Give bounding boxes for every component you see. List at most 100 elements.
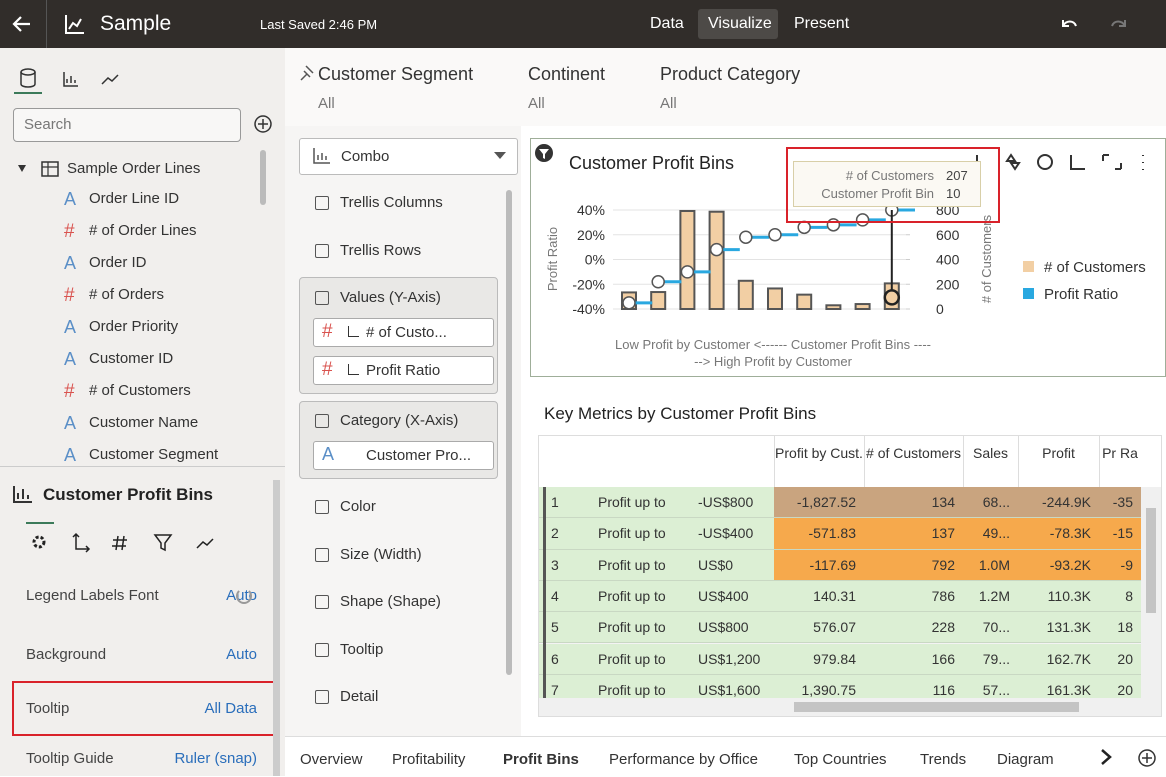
- header-tab[interactable]: Present: [794, 15, 850, 32]
- cell-highlight: [774, 487, 1161, 518]
- tree-root[interactable]: Sample Order Lines: [67, 160, 201, 177]
- y2-tick-label: 400: [936, 252, 960, 268]
- item-icon: [315, 244, 329, 258]
- filter-name[interactable]: Customer Segment: [318, 64, 474, 84]
- column-header[interactable]: Pr Ra: [1102, 445, 1138, 461]
- table-cell: 68...: [982, 494, 1010, 510]
- field-pill[interactable]: [313, 356, 494, 385]
- props-scrollbar[interactable]: [273, 480, 280, 776]
- table-cell: -93.2K: [1049, 556, 1091, 573]
- tree-item[interactable]: Customer ID: [89, 350, 174, 367]
- header-tab[interactable]: Visualize: [708, 15, 772, 32]
- y-tick-label: 40%: [577, 202, 605, 218]
- next-tabs-button[interactable]: [1098, 748, 1114, 766]
- pin-icon[interactable]: [299, 64, 317, 82]
- tree-item[interactable]: # of Customers: [89, 382, 191, 399]
- property-value[interactable]: Ruler (snap): [174, 750, 257, 767]
- canvas-tab[interactable]: Performance by Office: [609, 751, 758, 768]
- table-cell: -1,827.52: [796, 494, 856, 510]
- field-type-icon: #: [64, 381, 75, 402]
- grammar-item[interactable]: Size (Width): [340, 545, 422, 563]
- canvas-tab[interactable]: Top Countries: [794, 751, 887, 768]
- table-row: [539, 612, 1161, 644]
- grammar-item[interactable]: Detail: [340, 688, 379, 705]
- grammar-item[interactable]: Color: [340, 498, 376, 515]
- grammar-item[interactable]: Trellis Rows: [340, 242, 422, 259]
- canvas-tab[interactable]: Trends: [920, 751, 967, 768]
- property-tabs[interactable]: [26, 522, 226, 554]
- column-header[interactable]: Profit by Cust.: [775, 445, 863, 461]
- table-cell: 8: [1125, 587, 1133, 604]
- filter-name[interactable]: Product Category: [660, 64, 801, 84]
- field-pill[interactable]: [313, 441, 494, 470]
- viz-type-dropdown[interactable]: [299, 138, 518, 175]
- grammar-item[interactable]: Shape (Shape): [340, 593, 441, 610]
- tree-item[interactable]: Customer Name: [89, 414, 199, 431]
- field-pill[interactable]: [313, 318, 494, 347]
- line-marker: [622, 296, 636, 310]
- add-canvas-button[interactable]: [1137, 748, 1157, 768]
- table-cell: Profit up to: [598, 650, 666, 667]
- tree-item[interactable]: # of Orders: [89, 286, 165, 303]
- y-tick-label: -40%: [572, 301, 605, 317]
- table-cell: 20: [1117, 650, 1133, 667]
- tree-item[interactable]: # of Order Lines: [89, 222, 197, 239]
- filter-value[interactable]: All: [660, 95, 677, 112]
- canvas-tab[interactable]: Profit Bins: [503, 751, 579, 768]
- filter-name[interactable]: Continent: [528, 64, 606, 84]
- property-label: Background: [26, 646, 107, 663]
- header-tab[interactable]: Data: [650, 15, 684, 32]
- tree-item[interactable]: Order ID: [89, 254, 147, 271]
- grammar-item[interactable]: Trellis Columns: [340, 194, 443, 211]
- canvas-tab[interactable]: Overview: [300, 751, 363, 768]
- grammar-scrollbar[interactable]: [506, 190, 512, 675]
- column-divider: [1018, 436, 1019, 487]
- table-cell: -35: [1112, 494, 1133, 510]
- highlight-box: [786, 147, 1000, 223]
- property-value[interactable]: Auto: [226, 646, 257, 663]
- y2-tick-label: 200: [936, 276, 960, 292]
- tree-root-icon: [18, 161, 59, 177]
- table-cell: Profit up to: [598, 525, 666, 542]
- bar: [679, 209, 696, 310]
- table-cell: 786: [931, 587, 955, 604]
- search-box[interactable]: [13, 108, 241, 142]
- v-scroll-thumb[interactable]: [1146, 508, 1156, 613]
- line-marker: [680, 265, 695, 279]
- filter-value[interactable]: All: [528, 95, 545, 112]
- panel-tabs[interactable]: [14, 66, 134, 94]
- item-icon: [315, 642, 329, 657]
- bar: [767, 287, 783, 311]
- table-cell: 228: [931, 619, 955, 636]
- legend-swatch: [1023, 288, 1034, 299]
- column-header[interactable]: # of Customers: [866, 445, 961, 461]
- h-scroll-thumb[interactable]: [794, 702, 1079, 712]
- add-data-button[interactable]: [253, 114, 273, 134]
- series-icon: [348, 364, 359, 375]
- line-marker: [709, 242, 724, 257]
- last-saved: Last Saved 2:46 PM: [260, 17, 378, 32]
- back-button[interactable]: [10, 12, 36, 36]
- chart-container[interactable]: Customer Profit Bins -40% -20% 0% 20% 40% 0 200…: [530, 138, 1166, 377]
- table-cell: 116: [932, 681, 955, 698]
- table-cell: Profit up to: [598, 619, 666, 636]
- tree-item[interactable]: Customer Segment: [89, 446, 219, 463]
- item-icon: [315, 414, 329, 428]
- filter-value[interactable]: All: [318, 95, 335, 112]
- tree-item[interactable]: Order Priority: [89, 318, 179, 335]
- column-header[interactable]: Sales: [972, 445, 1009, 461]
- title-icon: [535, 144, 553, 162]
- column-header[interactable]: Profit: [1042, 445, 1075, 461]
- canvas-tab[interactable]: Profitability: [392, 751, 466, 768]
- property-value[interactable]: All Data: [204, 700, 257, 717]
- tree-item[interactable]: Order Line ID: [89, 190, 180, 207]
- table-cell: -78.3K: [1049, 525, 1091, 542]
- grammar-item[interactable]: Tooltip: [340, 640, 384, 658]
- redo-button[interactable]: [1108, 14, 1130, 34]
- canvas-tab[interactable]: Diagram: [997, 751, 1054, 768]
- table-cell: 140.31: [813, 587, 856, 604]
- table-cell: 110.3K: [1047, 587, 1091, 604]
- field-type-icon: A: [64, 413, 77, 433]
- tree-scrollbar[interactable]: [260, 150, 266, 205]
- undo-button[interactable]: [1058, 14, 1080, 34]
